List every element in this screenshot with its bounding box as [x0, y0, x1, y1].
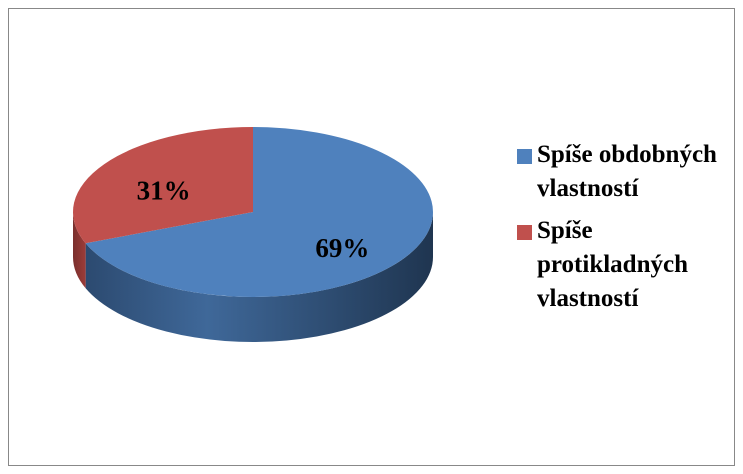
legend-item: Spíše obdobných vlastností — [517, 138, 732, 206]
data-label: 31% — [137, 176, 191, 206]
legend-label: Spíše protikladných vlastností — [537, 217, 688, 312]
slice-side — [85, 212, 434, 342]
slice — [72, 127, 253, 244]
slice — [85, 127, 434, 297]
legend-item: Spíše protikladných vlastností — [517, 214, 732, 316]
slice-side — [73, 212, 86, 289]
legend-swatch — [517, 149, 532, 164]
legend-swatch — [517, 225, 532, 240]
legend-label: Spíše obdobných vlastností — [537, 141, 717, 202]
legend: Spíše obdobných vlastností Spíše protikla… — [517, 138, 732, 324]
data-label: 69% — [315, 233, 369, 263]
